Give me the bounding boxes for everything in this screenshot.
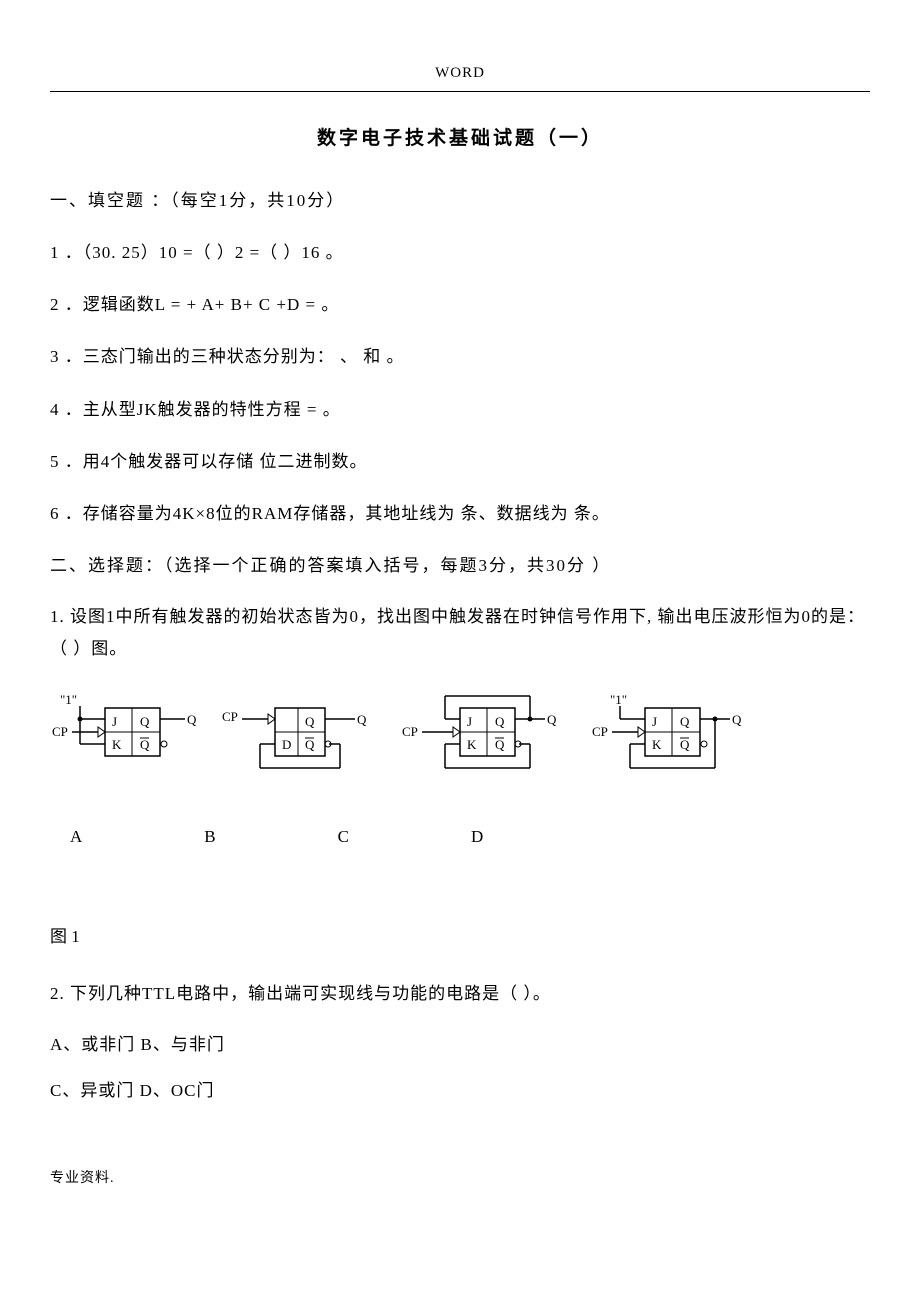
circuit-d-k: K [652, 737, 662, 752]
circuit-row: "1" CP J K Q Q Q [50, 686, 870, 792]
circuit-d-j: J [652, 714, 657, 729]
circuit-a-cp: CP [52, 724, 68, 739]
circuit-b: CP D Q Q Q [220, 686, 380, 792]
circuit-d-qbar-in: Q [680, 737, 690, 752]
q1-6: 6 ．存储容量为4K×8位的RAM存储器，其地址线为 条、数据线为 条。 [50, 498, 870, 530]
q1-3: 3 ．三态门输出的三种状态分别为： 、 和 。 [50, 341, 870, 373]
circuit-b-d: D [282, 737, 291, 752]
section1-header: 一、填空题 ：（每空1分，共10分） [50, 186, 870, 217]
circuit-a-q-in: Q [140, 714, 150, 729]
circuit-b-cp: CP [222, 709, 238, 724]
label-d: D [471, 822, 485, 853]
circuit-d-cp: CP [592, 724, 608, 739]
label-a: A [70, 822, 84, 853]
circuit-a-j: J [112, 714, 117, 729]
circuit-d-q-in: Q [680, 714, 690, 729]
circuit-c: CP J K Q Q [400, 686, 570, 792]
label-b: B [204, 822, 217, 853]
circuit-b-q-out: Q [357, 712, 367, 727]
circuit-c-qbar-in: Q [495, 737, 505, 752]
circuit-a: "1" CP J K Q Q Q [50, 686, 200, 792]
circuit-d-svg: "1" CP J K Q Q [590, 686, 750, 781]
q1-4: 4 ．主从型JK触发器的特性方程 = 。 [50, 394, 870, 426]
q1-2: 2 ．逻辑函数L = + A+ B+ C +D = 。 [50, 289, 870, 321]
footer-text: 专业资料. [50, 1166, 870, 1191]
header-line [50, 91, 870, 92]
circuit-c-svg: CP J K Q Q [400, 686, 570, 781]
circuit-c-cp: CP [402, 724, 418, 739]
q1-1: 1 ．（30. 25）10 =（ ）2 =（ ）16 。 [50, 237, 870, 269]
q2-2: 2. 下列几种TTL电路中，输出端可实现线与功能的电路是（ ）。 [50, 978, 870, 1010]
q1-5: 5 ．用4个触发器可以存储 位二进制数。 [50, 446, 870, 478]
circuit-a-q-out: Q [187, 712, 197, 727]
circuit-a-k: K [112, 737, 122, 752]
circuit-c-k: K [467, 737, 477, 752]
page-title: 数字电子技术基础试题（一） [50, 122, 870, 156]
circuit-b-svg: CP D Q Q Q [220, 686, 380, 781]
circuit-d-label-1: "1" [610, 692, 627, 707]
header-word: WORD [50, 60, 870, 87]
circuit-a-svg: "1" CP J K Q Q Q [50, 686, 200, 781]
label-c: C [338, 822, 351, 853]
q2-2-opt1: A、或非门 B、与非门 [50, 1030, 870, 1061]
circuit-b-q-in: Q [305, 714, 315, 729]
figure-1-label: 图 1 [50, 922, 870, 953]
q2-2-opt2: C、异或门 D、OC门 [50, 1076, 870, 1107]
circuit-c-q-out: Q [547, 712, 557, 727]
section2-header: 二、选择题：（选择一个正确的答案填入括号，每题3分，共30分 ） [50, 551, 870, 582]
circuit-a-qbar-in: Q [140, 737, 150, 752]
circuit-a-label-1: "1" [60, 692, 77, 707]
circuit-c-j: J [467, 714, 472, 729]
circuit-labels: A B C D [50, 822, 870, 853]
circuit-c-q-in: Q [495, 714, 505, 729]
circuit-b-qbar-in: Q [305, 737, 315, 752]
circuit-d-q-out: Q [732, 712, 742, 727]
circuit-d: "1" CP J K Q Q [590, 686, 750, 792]
q2-1: 1. 设图1中所有触发器的初始状态皆为0，找出图中触发器在时钟信号作用下, 输出… [50, 601, 870, 666]
